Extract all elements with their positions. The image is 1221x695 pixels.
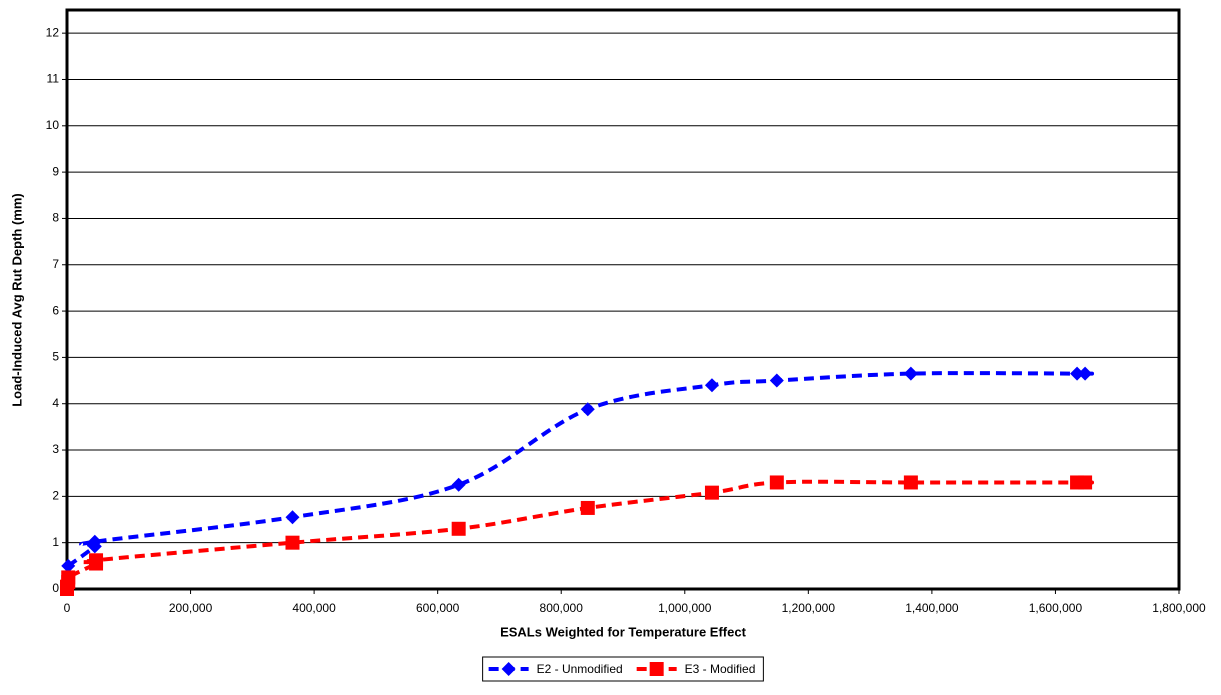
marker: [285, 510, 300, 525]
x-tick-label: 1,000,000: [658, 601, 712, 615]
y-tick-label: 6: [52, 303, 59, 317]
marker: [903, 366, 918, 381]
marker: [769, 475, 784, 490]
marker: [285, 535, 300, 550]
y-tick-label: 7: [52, 257, 59, 271]
x-tick-label: 1,200,000: [782, 601, 836, 615]
x-tick-label: 1,400,000: [905, 601, 959, 615]
x-tick-label: 0: [64, 601, 71, 615]
x-tick-label: 800,000: [540, 601, 584, 615]
legend-label: E3 - Modified: [685, 662, 756, 676]
marker: [769, 373, 784, 388]
x-tick-label: 600,000: [416, 601, 460, 615]
marker: [89, 553, 104, 568]
marker: [1070, 366, 1085, 381]
y-tick-label: 5: [52, 350, 59, 364]
legend-box: [482, 656, 764, 682]
y-tick-label: 0: [52, 581, 59, 595]
series-line: [67, 371, 1095, 568]
marker: [1078, 366, 1093, 381]
x-tick-label: 400,000: [292, 601, 336, 615]
legend-label: E2 - Unmodified: [537, 662, 623, 676]
y-tick-label: 8: [52, 211, 59, 225]
marker: [61, 558, 76, 573]
y-tick-label: 3: [52, 442, 59, 456]
y-axis-title: Load-Induced Avg Rut Depth (mm): [9, 193, 24, 407]
marker: [501, 662, 516, 676]
marker: [704, 378, 719, 393]
plot-frame: [65, 8, 1181, 591]
marker: [87, 534, 102, 549]
y-tick-label: 11: [47, 72, 60, 86]
y-tick-label: 10: [46, 118, 60, 132]
series-line: [64, 479, 1095, 590]
marker: [903, 475, 918, 490]
y-tick-label: 12: [46, 25, 60, 39]
x-axis-title: ESALs Weighted for Temperature Effect: [500, 624, 747, 639]
y-tick-label: 4: [52, 396, 59, 410]
x-tick-label: 200,000: [169, 601, 213, 615]
marker: [451, 477, 466, 492]
marker: [1078, 475, 1093, 490]
y-tick-label: 1: [52, 535, 59, 549]
marker: [704, 485, 719, 500]
legend: E2 - Unmodified E3 - Modified: [482, 656, 764, 682]
marker: [451, 521, 466, 536]
marker: [580, 500, 595, 515]
x-tick-label: 1,800,000: [1152, 601, 1206, 615]
x-tick-label: 1,600,000: [1029, 601, 1083, 615]
y-tick-label: 2: [52, 489, 59, 503]
y-tick-label: 9: [52, 164, 59, 178]
marker: [649, 662, 664, 676]
marker: [580, 402, 595, 417]
marker: [61, 570, 76, 585]
